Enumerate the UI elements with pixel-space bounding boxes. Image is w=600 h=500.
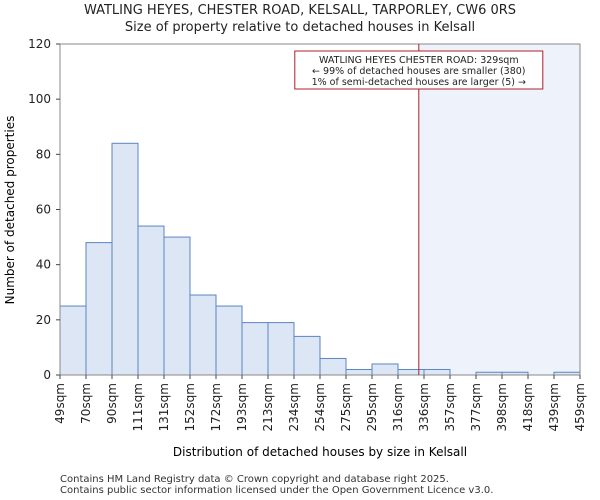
x-tick-label: 111sqm: [131, 383, 145, 431]
x-tick-label: 295sqm: [365, 383, 379, 431]
histogram-bar: [137, 225, 165, 376]
annotation-line: ← 99% of detached houses are smaller (38…: [312, 66, 525, 77]
histogram-bar: [319, 357, 347, 376]
histogram-bar: [267, 322, 295, 376]
x-tick-label: 336sqm: [417, 383, 431, 431]
histogram-bar: [241, 322, 269, 376]
x-tick-label: 459sqm: [573, 383, 587, 431]
histogram-bar: [163, 236, 191, 376]
histogram-bar: [59, 305, 87, 376]
annotation-box: [294, 50, 544, 90]
histogram-bar: [111, 142, 139, 376]
x-tick-label: 316sqm: [391, 383, 405, 431]
x-tick-label: 152sqm: [183, 383, 197, 431]
histogram-bar: [371, 363, 399, 376]
chart-title: WATLING HEYES, CHESTER ROAD, KELSALL, TA…: [83, 3, 517, 18]
annotation-line: 1% of semi-detached houses are larger (5…: [312, 77, 526, 88]
histogram-bar: [215, 305, 243, 376]
x-tick-label: 131sqm: [157, 383, 171, 431]
x-tick-label: 377sqm: [469, 383, 483, 431]
x-tick-label: 357sqm: [443, 383, 457, 431]
histogram-bar: [85, 242, 113, 376]
x-tick-label: 398sqm: [495, 383, 509, 431]
x-tick-label: 275sqm: [339, 383, 353, 431]
larger-region-highlight: [418, 44, 580, 375]
footer-line-1: Contains HM Land Registry data © Crown c…: [60, 474, 449, 485]
y-tick-label: 60: [36, 203, 51, 217]
x-tick-label: 193sqm: [235, 383, 249, 431]
y-axis-label: Number of detached properties: [3, 116, 17, 305]
x-tick-label: 70sqm: [79, 383, 93, 424]
histogram-bar: [423, 368, 451, 376]
footer-line-2: Contains public sector information licen…: [60, 485, 494, 496]
y-tick-label: 120: [28, 37, 51, 51]
annotation-line: WATLING HEYES CHESTER ROAD: 329sqm: [319, 55, 519, 66]
y-tick-label: 80: [36, 147, 51, 161]
histogram-bar: [397, 368, 425, 376]
y-tick-label: 0: [43, 368, 51, 382]
y-tick-label: 40: [36, 258, 51, 272]
x-tick-label: 418sqm: [521, 383, 535, 431]
histogram-bar: [345, 368, 373, 376]
chart-subtitle: Size of property relative to detached ho…: [124, 20, 476, 35]
y-tick-label: 100: [28, 92, 51, 106]
y-tick-label: 20: [36, 313, 51, 327]
x-tick-label: 234sqm: [287, 383, 301, 431]
x-tick-label: 254sqm: [313, 383, 327, 431]
x-tick-label: 439sqm: [547, 383, 561, 431]
x-tick-label: 49sqm: [53, 383, 67, 424]
x-tick-label: 90sqm: [105, 383, 119, 424]
x-tick-label: 213sqm: [261, 383, 275, 431]
histogram-bar: [189, 294, 217, 376]
x-axis-label: Distribution of detached houses by size …: [173, 445, 467, 459]
histogram-bar: [293, 335, 321, 376]
x-tick-label: 172sqm: [209, 383, 223, 431]
